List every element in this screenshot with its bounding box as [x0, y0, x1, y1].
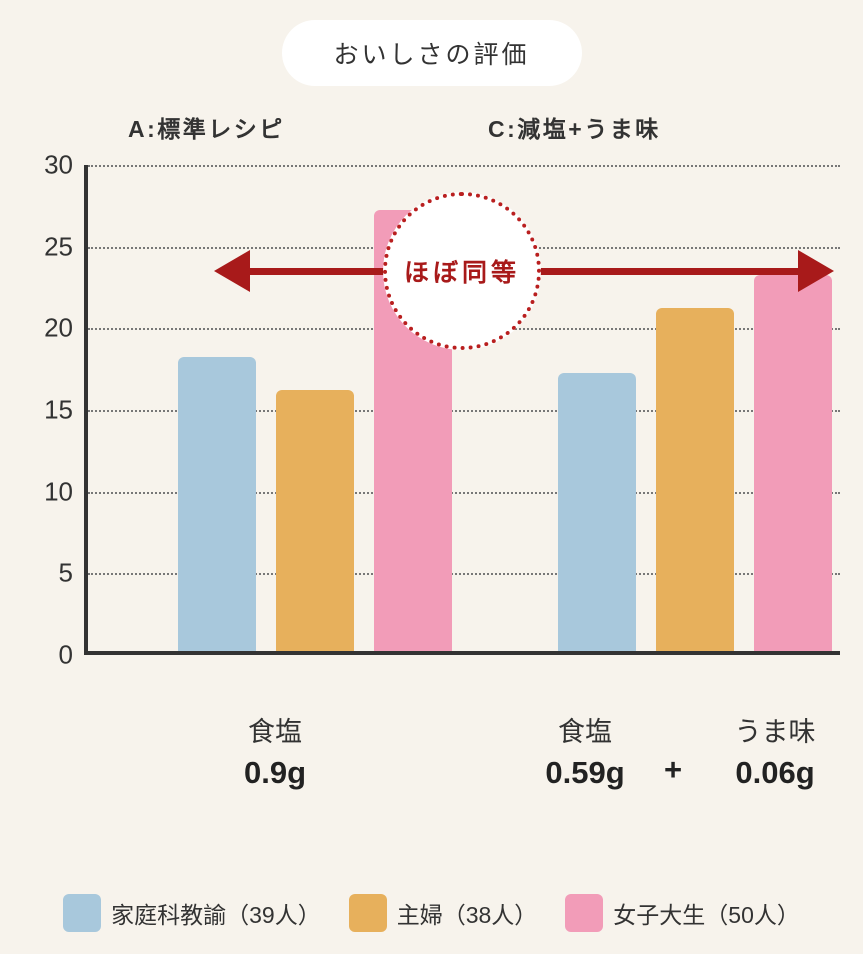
callout-circle: ほぼ同等	[383, 192, 541, 350]
legend-label: 家庭科教諭（39人）	[111, 896, 321, 930]
chart-title: おいしさの評価	[282, 20, 582, 86]
x-label-column: 食塩 0.59g	[515, 710, 655, 791]
arrowhead-left-icon	[214, 250, 250, 292]
x-label-top: 食塩	[205, 710, 345, 749]
chart-container: 051015202530 ほぼ同等	[20, 165, 840, 705]
legend-item: 家庭科教諭（39人）	[63, 894, 321, 932]
legend-swatch	[349, 894, 387, 932]
ytick-label: 0	[25, 640, 73, 671]
arrowhead-right-icon	[798, 250, 834, 292]
x-label-bottom: 0.59g	[515, 755, 655, 791]
legend-item: 主婦（38人）	[349, 894, 538, 932]
x-label-bottom: 0.9g	[205, 755, 345, 791]
ytick-label: 10	[25, 476, 73, 507]
legend-item: 女子大生（50人）	[565, 894, 800, 932]
legend-swatch	[63, 894, 101, 932]
x-label-top: うま味	[705, 710, 845, 749]
x-label-bottom: 0.06g	[705, 755, 845, 791]
ytick-label: 15	[25, 395, 73, 426]
x-plus: +	[664, 752, 682, 788]
callout: ほぼ同等	[84, 165, 840, 655]
ytick-label: 25	[25, 231, 73, 262]
ytick-label: 20	[25, 313, 73, 344]
x-label-top: 食塩	[515, 710, 655, 749]
group-label-a: A:標準レシピ	[128, 110, 285, 144]
group-label-c: C:減塩+うま味	[488, 110, 661, 144]
ytick-label: 30	[25, 150, 73, 181]
legend-swatch	[565, 894, 603, 932]
x-label-column: うま味 0.06g	[705, 710, 845, 791]
legend-label: 主婦（38人）	[397, 896, 538, 930]
x-label-column: 食塩 0.9g	[205, 710, 345, 791]
legend-label: 女子大生（50人）	[613, 896, 800, 930]
ytick-label: 5	[25, 558, 73, 589]
legend: 家庭科教諭（39人） 主婦（38人） 女子大生（50人）	[0, 894, 863, 932]
